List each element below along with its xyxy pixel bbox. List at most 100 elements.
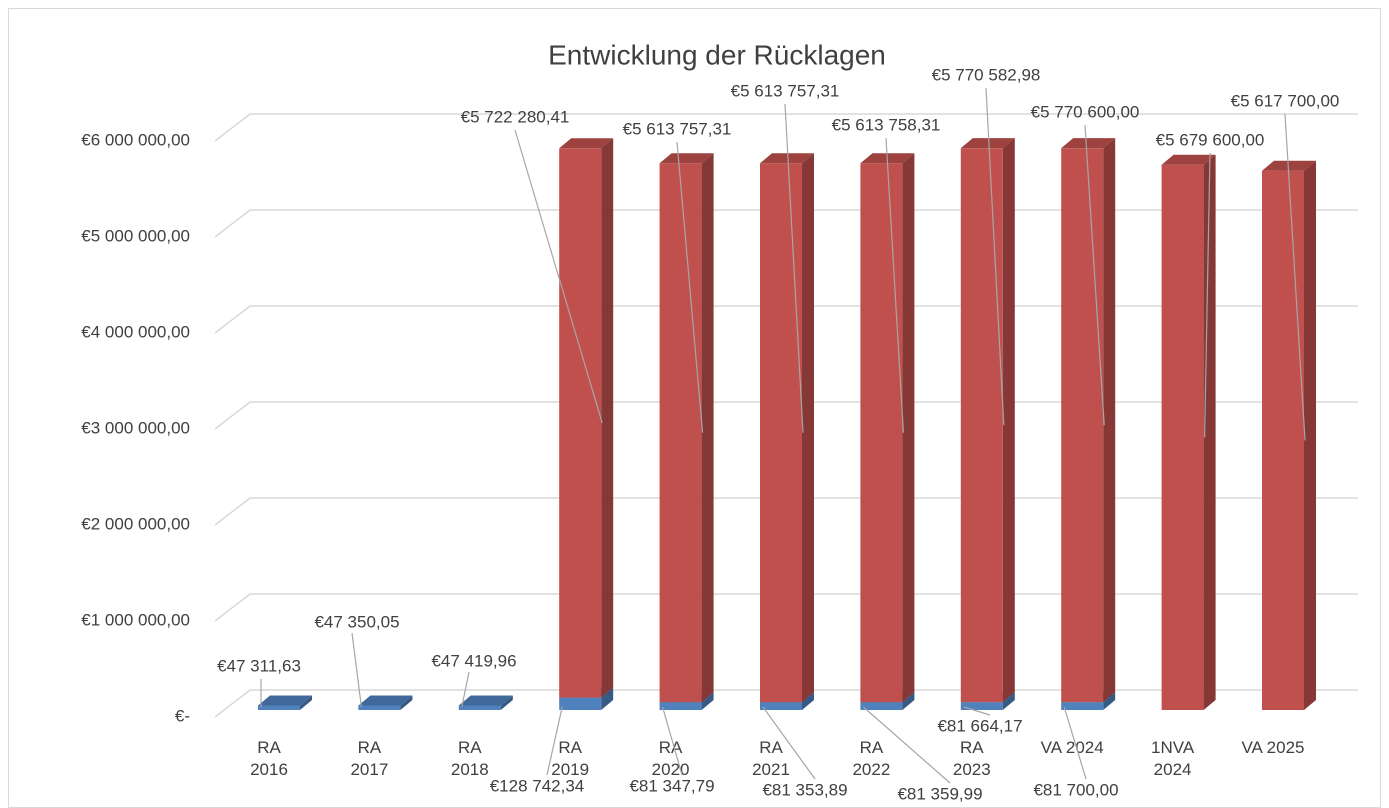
data-label: €81 347,79 <box>629 776 714 795</box>
bar <box>860 702 903 710</box>
bar-top <box>559 138 614 149</box>
x-tick-label-box: RA 2023 <box>952 738 991 779</box>
y-tick-label: €1 000 000,00 <box>81 610 190 629</box>
x-tick-label-box: RA 2021 <box>752 738 790 779</box>
bar-side <box>802 153 814 703</box>
x-tick-label: RA 2021 <box>752 738 790 779</box>
leader-line <box>1063 706 1087 780</box>
x-tick-label: 1NVA 2024 <box>1151 738 1195 779</box>
bar-side <box>1304 160 1316 710</box>
data-label: €81 359,99 <box>897 784 982 803</box>
bar <box>1061 148 1104 703</box>
leader-line <box>1284 113 1306 441</box>
leader-line <box>762 706 816 780</box>
data-label: €47 311,63 <box>217 656 301 675</box>
data-label: €47 419,96 <box>431 651 516 670</box>
leader-line <box>461 671 470 708</box>
x-tick-label-box: VA 2025 <box>1241 738 1305 757</box>
x-tick-label: RA 2016 <box>250 738 288 779</box>
data-label: €5 679 600,00 <box>1156 130 1265 149</box>
bar-side <box>300 695 312 710</box>
x-tick-label-box: RA 2017 <box>350 738 389 779</box>
data-label: €81 664,17 <box>937 716 1022 735</box>
leader-line <box>985 87 1005 426</box>
x-tick-label-box: VA 2024 <box>1040 738 1104 757</box>
data-label: €5 770 600,00 <box>1031 102 1140 121</box>
data-label: €81 700,00 <box>1033 780 1118 799</box>
x-tick-label: VA 2025 <box>1241 738 1305 757</box>
bar-top <box>960 138 1015 149</box>
bar-top <box>1161 154 1216 165</box>
bar <box>960 148 1003 703</box>
y-tick-label: €4 000 000,00 <box>81 322 190 341</box>
bar-side <box>902 153 915 703</box>
leader-line <box>863 706 951 784</box>
bar <box>659 702 702 710</box>
grid-line <box>214 113 1358 142</box>
bar-top <box>659 153 714 164</box>
leader-line <box>514 129 603 424</box>
bar <box>659 163 702 703</box>
bar-side <box>1002 138 1015 703</box>
bar-top <box>1061 138 1116 149</box>
y-tick-label: €6 000 000,00 <box>81 130 190 149</box>
x-tick-label-box: RA 2018 <box>450 738 489 779</box>
y-tick-label: €3 000 000,00 <box>81 418 190 437</box>
bar <box>1061 702 1104 710</box>
bar-side <box>701 692 714 710</box>
data-label: €128 742,34 <box>490 776 585 795</box>
y-tick-label: €5 000 000,00 <box>81 226 190 245</box>
chart-title: Entwicklung der Rücklagen <box>548 39 886 70</box>
leader-line <box>963 706 991 716</box>
bar <box>258 705 300 710</box>
bar <box>358 705 401 710</box>
x-tick-label: RA 2018 <box>450 738 489 779</box>
x-tick-label-box: RA 2019 <box>551 738 590 779</box>
data-label: €5 613 758,31 <box>832 115 941 134</box>
bar-side <box>802 692 814 710</box>
bar-side <box>601 687 614 710</box>
bar <box>860 163 903 703</box>
bar-side <box>400 695 413 710</box>
bar-side <box>1203 154 1216 710</box>
bar-side <box>701 153 714 703</box>
data-label: €5 613 757,31 <box>623 119 732 138</box>
data-label: €5 617 700,00 <box>1231 91 1340 110</box>
data-label: €81 353,89 <box>762 780 847 799</box>
bar-top <box>258 695 312 706</box>
bar-top <box>358 695 413 706</box>
x-tick-label-box: 1NVA 2024 <box>1151 738 1195 779</box>
x-tick-label: RA 2023 <box>952 738 991 779</box>
bar <box>960 702 1003 710</box>
bar <box>760 702 802 710</box>
bar-side <box>1002 692 1015 710</box>
data-label: €5 613 757,31 <box>731 81 840 100</box>
bar <box>760 163 802 703</box>
bar <box>458 705 501 710</box>
bar-side <box>601 138 614 698</box>
bar-top <box>760 153 814 164</box>
bar <box>559 697 602 710</box>
bar <box>1161 164 1204 710</box>
bar-side <box>1103 692 1116 710</box>
data-label: €47 350,05 <box>314 612 399 631</box>
bar <box>559 148 602 698</box>
leader-line <box>662 706 683 776</box>
x-tick-label: RA 2020 <box>651 738 690 779</box>
data-label: €5 770 582,98 <box>932 65 1041 84</box>
data-label: €5 722 280,41 <box>461 107 570 126</box>
x-tick-label: RA 2022 <box>852 738 891 779</box>
x-tick-label: RA 2019 <box>551 738 590 779</box>
leader-line <box>1084 124 1105 426</box>
x-tick-label-box: RA 2020 <box>651 738 690 779</box>
bar-top <box>1262 160 1316 171</box>
leader-line <box>546 706 563 776</box>
leader-line <box>784 103 804 433</box>
x-tick-label: VA 2024 <box>1040 738 1104 757</box>
x-tick-label: RA 2017 <box>350 738 389 779</box>
x-tick-label-box: RA 2022 <box>852 738 891 779</box>
y-tick-label: €- <box>175 706 190 725</box>
x-tick-label-box: RA 2016 <box>250 738 288 779</box>
leader-line <box>1204 152 1211 438</box>
